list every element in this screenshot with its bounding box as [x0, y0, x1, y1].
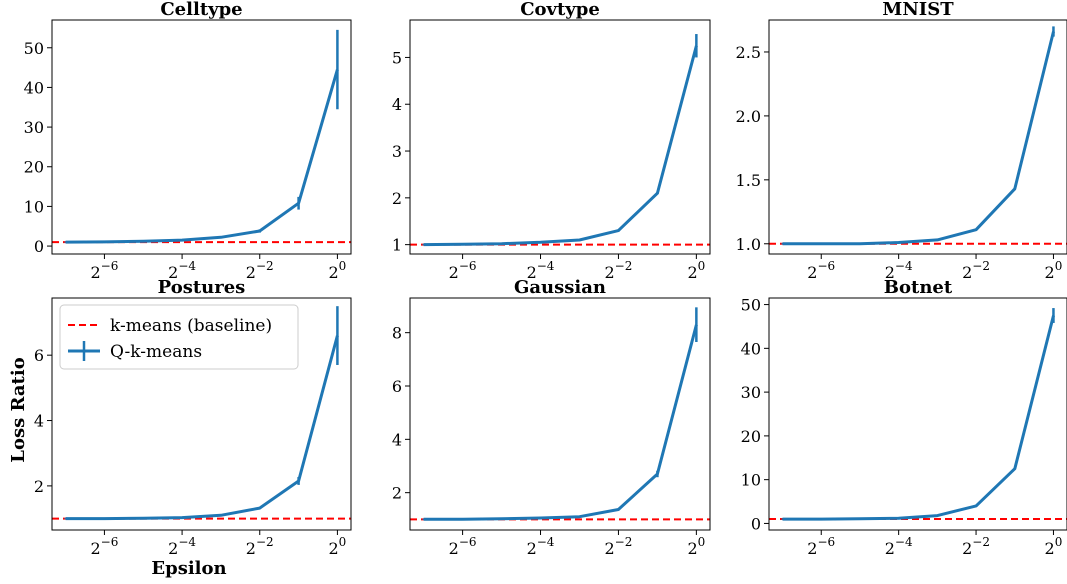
x-tick-label: 20	[328, 259, 346, 282]
legend-label-series: Q-k-means	[110, 342, 202, 362]
x-tick-label: 2−2	[962, 259, 990, 282]
q-k-means-line	[65, 335, 339, 521]
subplot-title: Covtype	[520, 0, 600, 20]
q-k-means-line	[423, 324, 698, 521]
x-tick-label: 2−2	[962, 535, 990, 558]
y-tick-label: 1	[392, 236, 402, 255]
y-tick-label: 4	[392, 95, 402, 114]
q-k-means-line	[782, 31, 1055, 246]
x-tick-label: 20	[687, 535, 705, 558]
y-tick-label: 2.0	[736, 107, 761, 126]
y-tick-label: 4	[34, 412, 44, 431]
x-tick-label: 2−2	[246, 259, 274, 282]
x-tick-label: 2−2	[604, 535, 632, 558]
y-tick-label: 0	[751, 514, 761, 533]
y-tick-label: 0	[34, 237, 44, 256]
legend-label-baseline: k-means (baseline)	[110, 316, 272, 336]
x-tick-label: 2−4	[527, 535, 555, 558]
x-tick-label: 2−6	[449, 259, 477, 282]
y-tick-label: 2.5	[736, 43, 761, 62]
x-tick-label: 2−6	[90, 535, 118, 558]
y-tick-label: 6	[34, 346, 44, 365]
q-k-means-line	[423, 45, 698, 247]
y-tick-label: 1.0	[736, 235, 761, 254]
y-tick-label: 10	[741, 471, 761, 490]
x-tick-label: 2−6	[807, 259, 835, 282]
x-tick-label: 20	[1045, 259, 1063, 282]
y-tick-label: 4	[392, 430, 402, 449]
plot-frame	[51, 297, 352, 531]
x-tick-label: 20	[328, 535, 346, 558]
y-tick-label: 30	[741, 383, 761, 402]
y-tick-label: 10	[24, 197, 44, 216]
subplot-botnet: Botnet 0 10 20 30 40 50 2−6 2−4 2−2 20	[741, 277, 1067, 558]
x-tick-label: 2−4	[168, 259, 196, 282]
x-tick-label: 20	[687, 259, 705, 282]
y-tick-label: 20	[24, 158, 44, 177]
x-tick-label: 2−4	[527, 259, 555, 282]
subplot-title: Postures	[158, 277, 246, 298]
y-tick-label: 2	[392, 189, 402, 208]
y-tick-label: 1.5	[736, 171, 761, 190]
y-tick-label: 8	[392, 324, 402, 343]
q-k-means-line	[782, 315, 1055, 521]
q-k-means-line	[65, 69, 339, 244]
subplot-title: MNIST	[882, 0, 954, 20]
plot-frame	[409, 297, 711, 531]
x-tick-label: 2−6	[807, 535, 835, 558]
subplot-postures: Postures 2 4 6 2−6 2−4 2−2 20	[34, 277, 352, 558]
y-tick-label: 20	[741, 427, 761, 446]
x-tick-label: 2−2	[604, 259, 632, 282]
y-tick-label: 3	[392, 142, 402, 161]
legend: k-means (baseline) Q-k-means	[59, 304, 299, 370]
x-axis-label: Epsilon	[151, 558, 226, 579]
y-tick-label: 40	[741, 339, 761, 358]
subplot-covtype: Covtype 1 2 3 4 5 2−6 2−4 2−2 20	[392, 0, 711, 282]
y-tick-label: 5	[392, 48, 402, 67]
plot-frame	[409, 19, 711, 255]
x-tick-label: 2−6	[449, 535, 477, 558]
x-tick-label: 2−6	[90, 259, 118, 282]
x-tick-label: 20	[1045, 535, 1063, 558]
plot-frame	[768, 297, 1067, 531]
x-tick-label: 2−4	[885, 259, 913, 282]
subplot-title: Botnet	[884, 277, 953, 298]
legend-box	[59, 304, 299, 370]
y-tick-label: 6	[392, 377, 402, 396]
y-tick-label: 2	[392, 484, 402, 503]
y-tick-label: 50	[24, 39, 44, 58]
plot-frame	[51, 19, 352, 255]
subplot-mnist: MNIST 1.0 1.5 2.0 2.5 2−6 2−4 2−2 20	[736, 0, 1067, 282]
subplot-gaussian: Gaussian 2 4 6 8 2−6 2−4 2−2 20	[392, 277, 711, 558]
y-tick-label: 30	[24, 118, 44, 137]
subplot-title: Gaussian	[514, 277, 606, 298]
x-tick-label: 2−4	[168, 535, 196, 558]
subplot-celltype: Celltype 0 10 20 30 40 50 2−6 2−4 2−2 20	[24, 0, 352, 282]
x-tick-label: 2−2	[246, 535, 274, 558]
y-axis-label: Loss Ratio	[8, 357, 29, 462]
subplot-title: Celltype	[160, 0, 242, 20]
x-tick-label: 2−4	[885, 535, 913, 558]
y-tick-label: 40	[24, 78, 44, 97]
y-tick-label: 2	[34, 477, 44, 496]
plot-frame	[768, 19, 1067, 255]
y-tick-label: 50	[741, 296, 761, 315]
